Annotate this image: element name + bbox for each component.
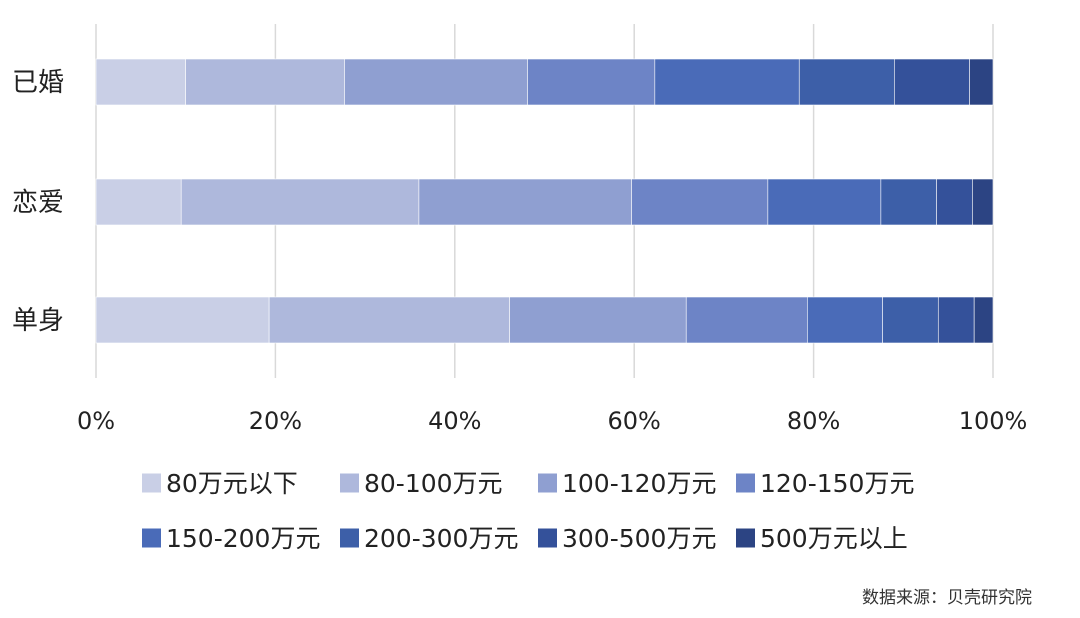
bar-segment <box>527 58 656 106</box>
bar-segment <box>880 178 937 226</box>
legend-swatch <box>736 473 755 493</box>
bar-segment <box>654 58 800 106</box>
bar-segment <box>631 178 769 226</box>
bar-segment <box>973 296 994 344</box>
x-tick-label: 60% <box>608 407 661 435</box>
x-tick-label: 0% <box>77 407 115 435</box>
legend-label: 120-150万元 <box>760 469 914 498</box>
legend: 80万元以下 80-100万元 100-120万元 120-150万元 150-200万… <box>142 469 914 553</box>
bar-segment <box>894 58 970 106</box>
category-label: 恋爱 <box>12 188 64 218</box>
bar-segment <box>185 58 345 106</box>
legend-swatch <box>736 528 755 548</box>
bar-segment <box>418 178 632 226</box>
bar-segment <box>685 296 808 344</box>
x-tick-label: 40% <box>428 407 481 435</box>
category-label: 单身 <box>12 306 64 336</box>
bar-segment <box>798 58 895 106</box>
bar-segment <box>268 296 510 344</box>
legend-label: 80万元以下 <box>166 469 298 498</box>
legend-label: 200-300万元 <box>364 524 518 553</box>
legend-swatch <box>340 528 359 548</box>
bar-segment <box>807 296 883 344</box>
bar-segment <box>344 58 528 106</box>
bar-segment <box>936 178 973 226</box>
bar-segment <box>95 296 270 344</box>
legend-swatch <box>538 528 557 548</box>
bar-segment <box>509 296 687 344</box>
legend-label: 500万元以上 <box>760 524 908 553</box>
bar-segment <box>180 178 420 226</box>
bar-segment <box>95 178 182 226</box>
bar-segment <box>882 296 939 344</box>
legend-label: 100-120万元 <box>562 469 716 498</box>
bar-segment <box>969 58 994 106</box>
legend-label: 150-200万元 <box>166 524 320 553</box>
legend-swatch <box>340 473 359 493</box>
bar-segment <box>95 58 186 106</box>
x-tick-label: 20% <box>249 407 302 435</box>
legend-label: 80-100万元 <box>364 469 503 498</box>
bar-segment <box>767 178 882 226</box>
legend-swatch <box>538 473 557 493</box>
legend-label: 300-500万元 <box>562 524 716 553</box>
x-tick-label: 100% <box>959 407 1028 435</box>
category-label: 已婚 <box>12 68 64 98</box>
bar-segment <box>972 178 994 226</box>
x-axis-tick-labels: 0% 20% 40% 60% 80% 100% <box>77 407 1027 435</box>
bar-segment <box>937 296 975 344</box>
bars <box>95 58 994 344</box>
legend-swatch <box>142 473 161 493</box>
x-tick-label: 80% <box>787 407 840 435</box>
source-note: 数据来源：贝壳研究院 <box>862 588 1032 608</box>
legend-swatch <box>142 528 161 548</box>
